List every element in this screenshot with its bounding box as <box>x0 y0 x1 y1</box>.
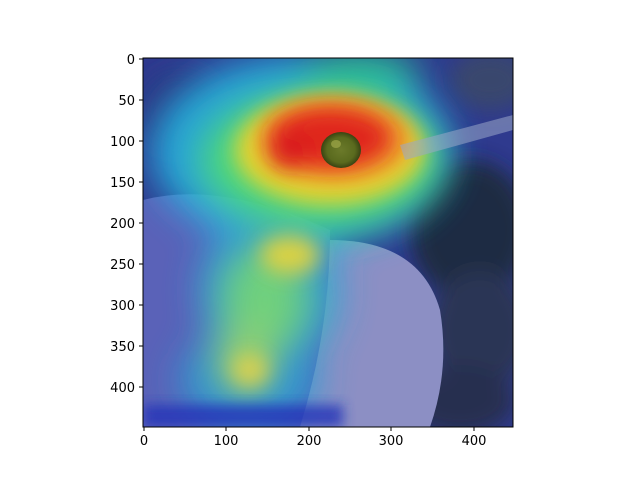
bird-beak <box>400 115 513 160</box>
heatmap-image <box>143 58 513 427</box>
bird-eye <box>321 132 361 168</box>
x-tick: 300 <box>379 427 404 449</box>
y-tick: 250 <box>110 258 143 273</box>
x-tick: 0 <box>140 427 148 449</box>
y-tick: 100 <box>110 135 143 150</box>
y-tick-label: 50 <box>118 94 135 109</box>
x-tick-label: 300 <box>379 434 404 449</box>
y-tick-label: 300 <box>110 299 135 314</box>
x-tick-label: 200 <box>297 434 322 449</box>
y-tick-label: 150 <box>110 176 135 191</box>
y-tick: 300 <box>110 299 143 314</box>
y-tick-label: 400 <box>110 381 135 396</box>
y-tick-label: 0 <box>127 53 135 68</box>
x-tick: 400 <box>462 427 487 449</box>
y-tick-label: 350 <box>110 340 135 355</box>
y-tick: 400 <box>110 381 143 396</box>
y-tick-label: 250 <box>110 258 135 273</box>
x-tick-label: 400 <box>462 434 487 449</box>
y-axis: 0 50 100 150 200 250 300 350 <box>110 53 143 396</box>
y-tick-label: 200 <box>110 217 135 232</box>
x-axis: 0 100 200 300 400 <box>140 427 487 449</box>
x-tick-label: 100 <box>214 434 239 449</box>
y-tick: 150 <box>110 176 143 191</box>
x-tick-label: 0 <box>140 434 148 449</box>
x-tick: 200 <box>297 427 322 449</box>
y-tick: 0 <box>127 53 143 68</box>
y-tick: 350 <box>110 340 143 355</box>
foliage-background <box>143 58 513 427</box>
y-tick: 50 <box>118 94 143 109</box>
axes-frame <box>142 57 514 428</box>
y-tick-label: 100 <box>110 135 135 150</box>
x-tick: 100 <box>214 427 239 449</box>
heatmap-overlay <box>150 58 450 427</box>
y-tick: 200 <box>110 217 143 232</box>
